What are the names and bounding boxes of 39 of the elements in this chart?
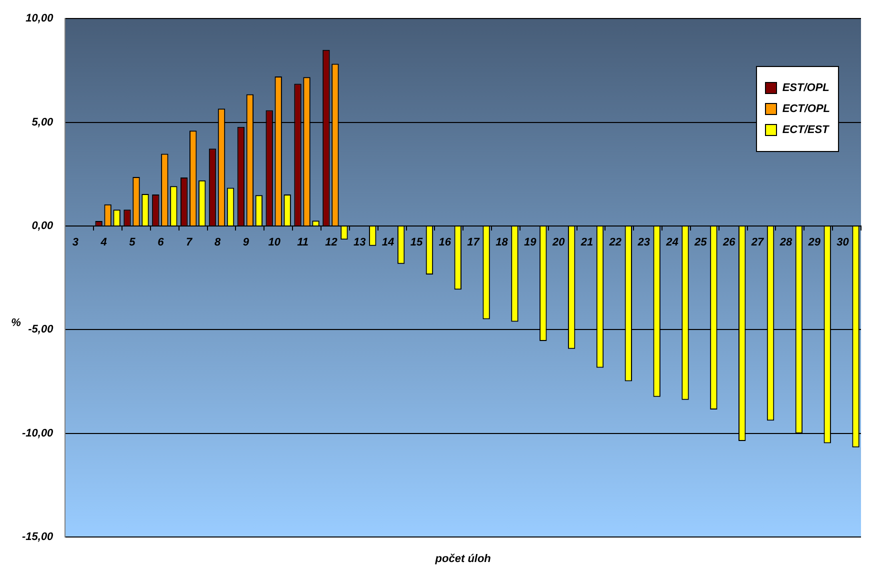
x-tick-label: 10	[268, 236, 282, 249]
x-tick-label: 24	[665, 236, 678, 249]
y-tick-label: 10,00	[26, 12, 54, 25]
y-tick-label: 0,00	[32, 220, 54, 232]
x-tick-label: 6	[158, 236, 165, 249]
y-tick-label: -10,00	[22, 427, 54, 440]
x-tick-label: 17	[467, 236, 480, 249]
x-tick-label: 18	[496, 236, 509, 249]
x-tick-label: 12	[325, 236, 338, 249]
x-tick-label: 23	[636, 236, 650, 249]
y-tick-label: -15,00	[22, 531, 54, 544]
legend-label: ECT/EST	[782, 124, 829, 136]
y-axis-title: %	[11, 316, 22, 329]
x-tick-label: 11	[297, 236, 308, 249]
x-tick-label: 8	[214, 236, 222, 249]
x-tick-label: 4	[100, 236, 107, 249]
x-tick-label: 7	[186, 236, 194, 249]
x-tick-label: 21	[580, 236, 594, 249]
x-tick-label: 29	[807, 236, 822, 249]
y-tick-label: 5,00	[32, 116, 54, 128]
x-tick-label: 20	[551, 236, 566, 249]
x-tick-label: 13	[353, 236, 366, 249]
x-tick-label: 16	[438, 236, 452, 249]
x-tick-label: 30	[836, 236, 850, 249]
y-tick-label: -5,00	[28, 324, 54, 336]
x-tick-label: 3	[72, 236, 78, 249]
x-tick-label: 19	[524, 236, 538, 249]
legend-label: ECT/OPL	[782, 103, 830, 115]
x-tick-label: 14	[382, 236, 394, 249]
x-tick-label: 27	[750, 236, 765, 249]
x-tick-label: 26	[722, 236, 736, 249]
x-tick-label: 22	[608, 236, 622, 249]
x-tick-label: 9	[242, 236, 250, 249]
x-tick-label: 28	[778, 236, 793, 249]
x-axis-title: počet úloh	[434, 553, 492, 565]
x-tick-label: 25	[694, 236, 708, 249]
legend-label: EST/OPL	[782, 82, 830, 94]
x-tick-label: 15	[410, 236, 424, 249]
x-tick-label: 5	[129, 236, 136, 249]
